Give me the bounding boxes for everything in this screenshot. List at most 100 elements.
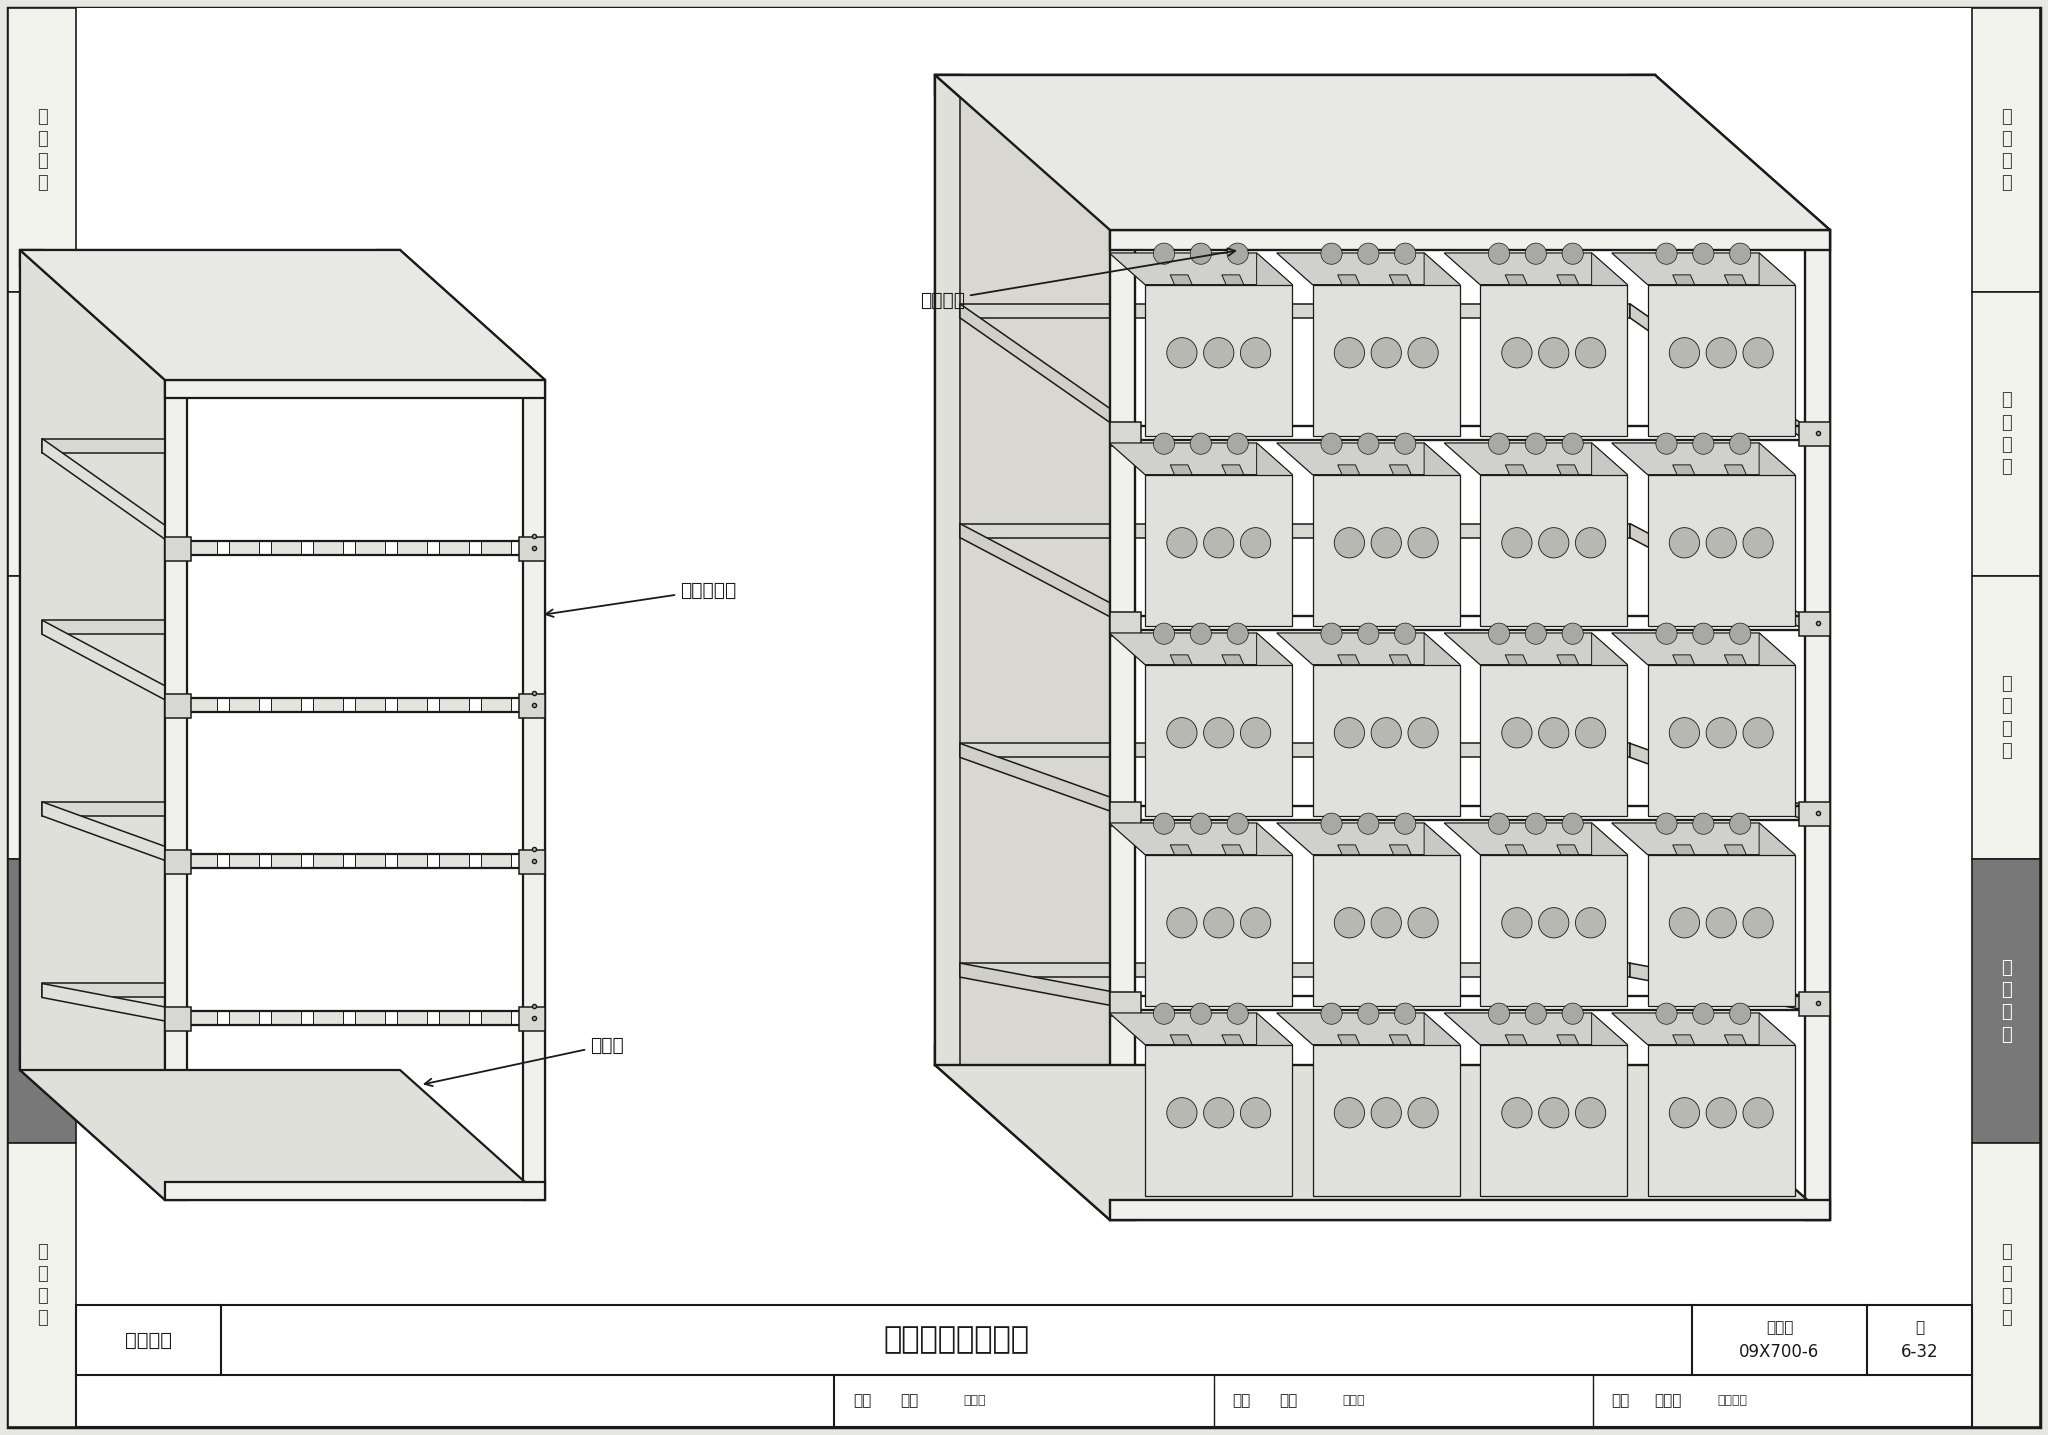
Polygon shape bbox=[1630, 743, 1804, 819]
Polygon shape bbox=[1481, 1045, 1628, 1195]
Polygon shape bbox=[1556, 1035, 1579, 1045]
Circle shape bbox=[1370, 908, 1401, 938]
Polygon shape bbox=[438, 697, 469, 712]
Circle shape bbox=[1407, 528, 1438, 558]
Circle shape bbox=[1538, 528, 1569, 558]
Circle shape bbox=[1538, 337, 1569, 367]
Polygon shape bbox=[961, 963, 1135, 1010]
Bar bbox=[8, 1144, 76, 1426]
Polygon shape bbox=[1223, 654, 1243, 664]
Polygon shape bbox=[1169, 1035, 1192, 1045]
Circle shape bbox=[1227, 623, 1249, 644]
Circle shape bbox=[1575, 908, 1606, 938]
Polygon shape bbox=[1169, 654, 1192, 664]
Polygon shape bbox=[313, 697, 344, 712]
Circle shape bbox=[1153, 623, 1176, 644]
Circle shape bbox=[1669, 528, 1700, 558]
Polygon shape bbox=[166, 693, 190, 718]
Polygon shape bbox=[166, 380, 545, 1200]
Text: 设
备
安
装: 设 备 安 装 bbox=[37, 959, 47, 1043]
Polygon shape bbox=[166, 380, 545, 397]
Polygon shape bbox=[1505, 845, 1528, 855]
Circle shape bbox=[1526, 623, 1546, 644]
Polygon shape bbox=[1759, 633, 1794, 817]
Polygon shape bbox=[1276, 443, 1460, 475]
Polygon shape bbox=[1337, 1035, 1360, 1045]
Polygon shape bbox=[1759, 1013, 1794, 1195]
Polygon shape bbox=[438, 854, 469, 868]
Polygon shape bbox=[936, 1065, 1831, 1220]
Polygon shape bbox=[1647, 664, 1794, 817]
Circle shape bbox=[1657, 814, 1677, 834]
Polygon shape bbox=[1223, 845, 1243, 855]
Polygon shape bbox=[43, 983, 186, 1025]
Polygon shape bbox=[186, 854, 217, 868]
Polygon shape bbox=[1673, 654, 1694, 664]
Polygon shape bbox=[1759, 253, 1794, 436]
Circle shape bbox=[1743, 528, 1774, 558]
Text: 校对: 校对 bbox=[1233, 1393, 1251, 1409]
Polygon shape bbox=[20, 250, 43, 1071]
Text: 缆
线
敲
设: 缆 线 敲 设 bbox=[2001, 676, 2011, 759]
Circle shape bbox=[1731, 433, 1751, 455]
Polygon shape bbox=[20, 250, 166, 1200]
Polygon shape bbox=[1630, 963, 1804, 1010]
Polygon shape bbox=[1313, 475, 1460, 626]
Circle shape bbox=[1526, 814, 1546, 834]
Polygon shape bbox=[397, 854, 428, 868]
Circle shape bbox=[1190, 243, 1212, 264]
Circle shape bbox=[1241, 1098, 1270, 1128]
Polygon shape bbox=[1724, 654, 1747, 664]
Polygon shape bbox=[1444, 633, 1628, 664]
Polygon shape bbox=[1110, 230, 1831, 1220]
Polygon shape bbox=[961, 743, 1630, 758]
Polygon shape bbox=[379, 1071, 545, 1200]
Polygon shape bbox=[1556, 845, 1579, 855]
Polygon shape bbox=[166, 1182, 545, 1200]
Polygon shape bbox=[1257, 822, 1292, 1006]
Polygon shape bbox=[1647, 855, 1794, 1006]
Circle shape bbox=[1489, 623, 1509, 644]
Circle shape bbox=[1395, 243, 1415, 264]
Polygon shape bbox=[1389, 1035, 1411, 1045]
Circle shape bbox=[1358, 1003, 1378, 1025]
Polygon shape bbox=[1423, 633, 1460, 817]
Polygon shape bbox=[20, 250, 186, 380]
Polygon shape bbox=[1389, 845, 1411, 855]
Polygon shape bbox=[438, 541, 469, 555]
Polygon shape bbox=[1110, 802, 1141, 827]
Circle shape bbox=[1563, 814, 1583, 834]
Circle shape bbox=[1731, 243, 1751, 264]
Polygon shape bbox=[1110, 443, 1292, 475]
Polygon shape bbox=[1759, 443, 1794, 626]
Polygon shape bbox=[961, 524, 1630, 538]
Polygon shape bbox=[961, 75, 1135, 1220]
Circle shape bbox=[1489, 814, 1509, 834]
Circle shape bbox=[1204, 908, 1233, 938]
Circle shape bbox=[1706, 908, 1737, 938]
Circle shape bbox=[1358, 433, 1378, 455]
Circle shape bbox=[1526, 433, 1546, 455]
Circle shape bbox=[1333, 528, 1364, 558]
Polygon shape bbox=[961, 304, 1135, 441]
Circle shape bbox=[1333, 908, 1364, 938]
Circle shape bbox=[1501, 528, 1532, 558]
Circle shape bbox=[1407, 718, 1438, 748]
Polygon shape bbox=[1481, 284, 1628, 436]
Polygon shape bbox=[270, 1012, 301, 1025]
Circle shape bbox=[1153, 1003, 1176, 1025]
Circle shape bbox=[1321, 814, 1341, 834]
Circle shape bbox=[1167, 908, 1196, 938]
Bar bbox=[1972, 291, 2040, 575]
Polygon shape bbox=[1724, 465, 1747, 475]
Polygon shape bbox=[1110, 253, 1292, 284]
Polygon shape bbox=[186, 541, 217, 555]
Polygon shape bbox=[518, 851, 545, 874]
Polygon shape bbox=[1257, 1013, 1292, 1195]
Circle shape bbox=[1706, 337, 1737, 367]
Polygon shape bbox=[1630, 304, 1804, 441]
Polygon shape bbox=[1612, 822, 1794, 855]
Circle shape bbox=[1167, 1098, 1196, 1128]
Polygon shape bbox=[43, 983, 379, 997]
Polygon shape bbox=[1110, 422, 1141, 446]
